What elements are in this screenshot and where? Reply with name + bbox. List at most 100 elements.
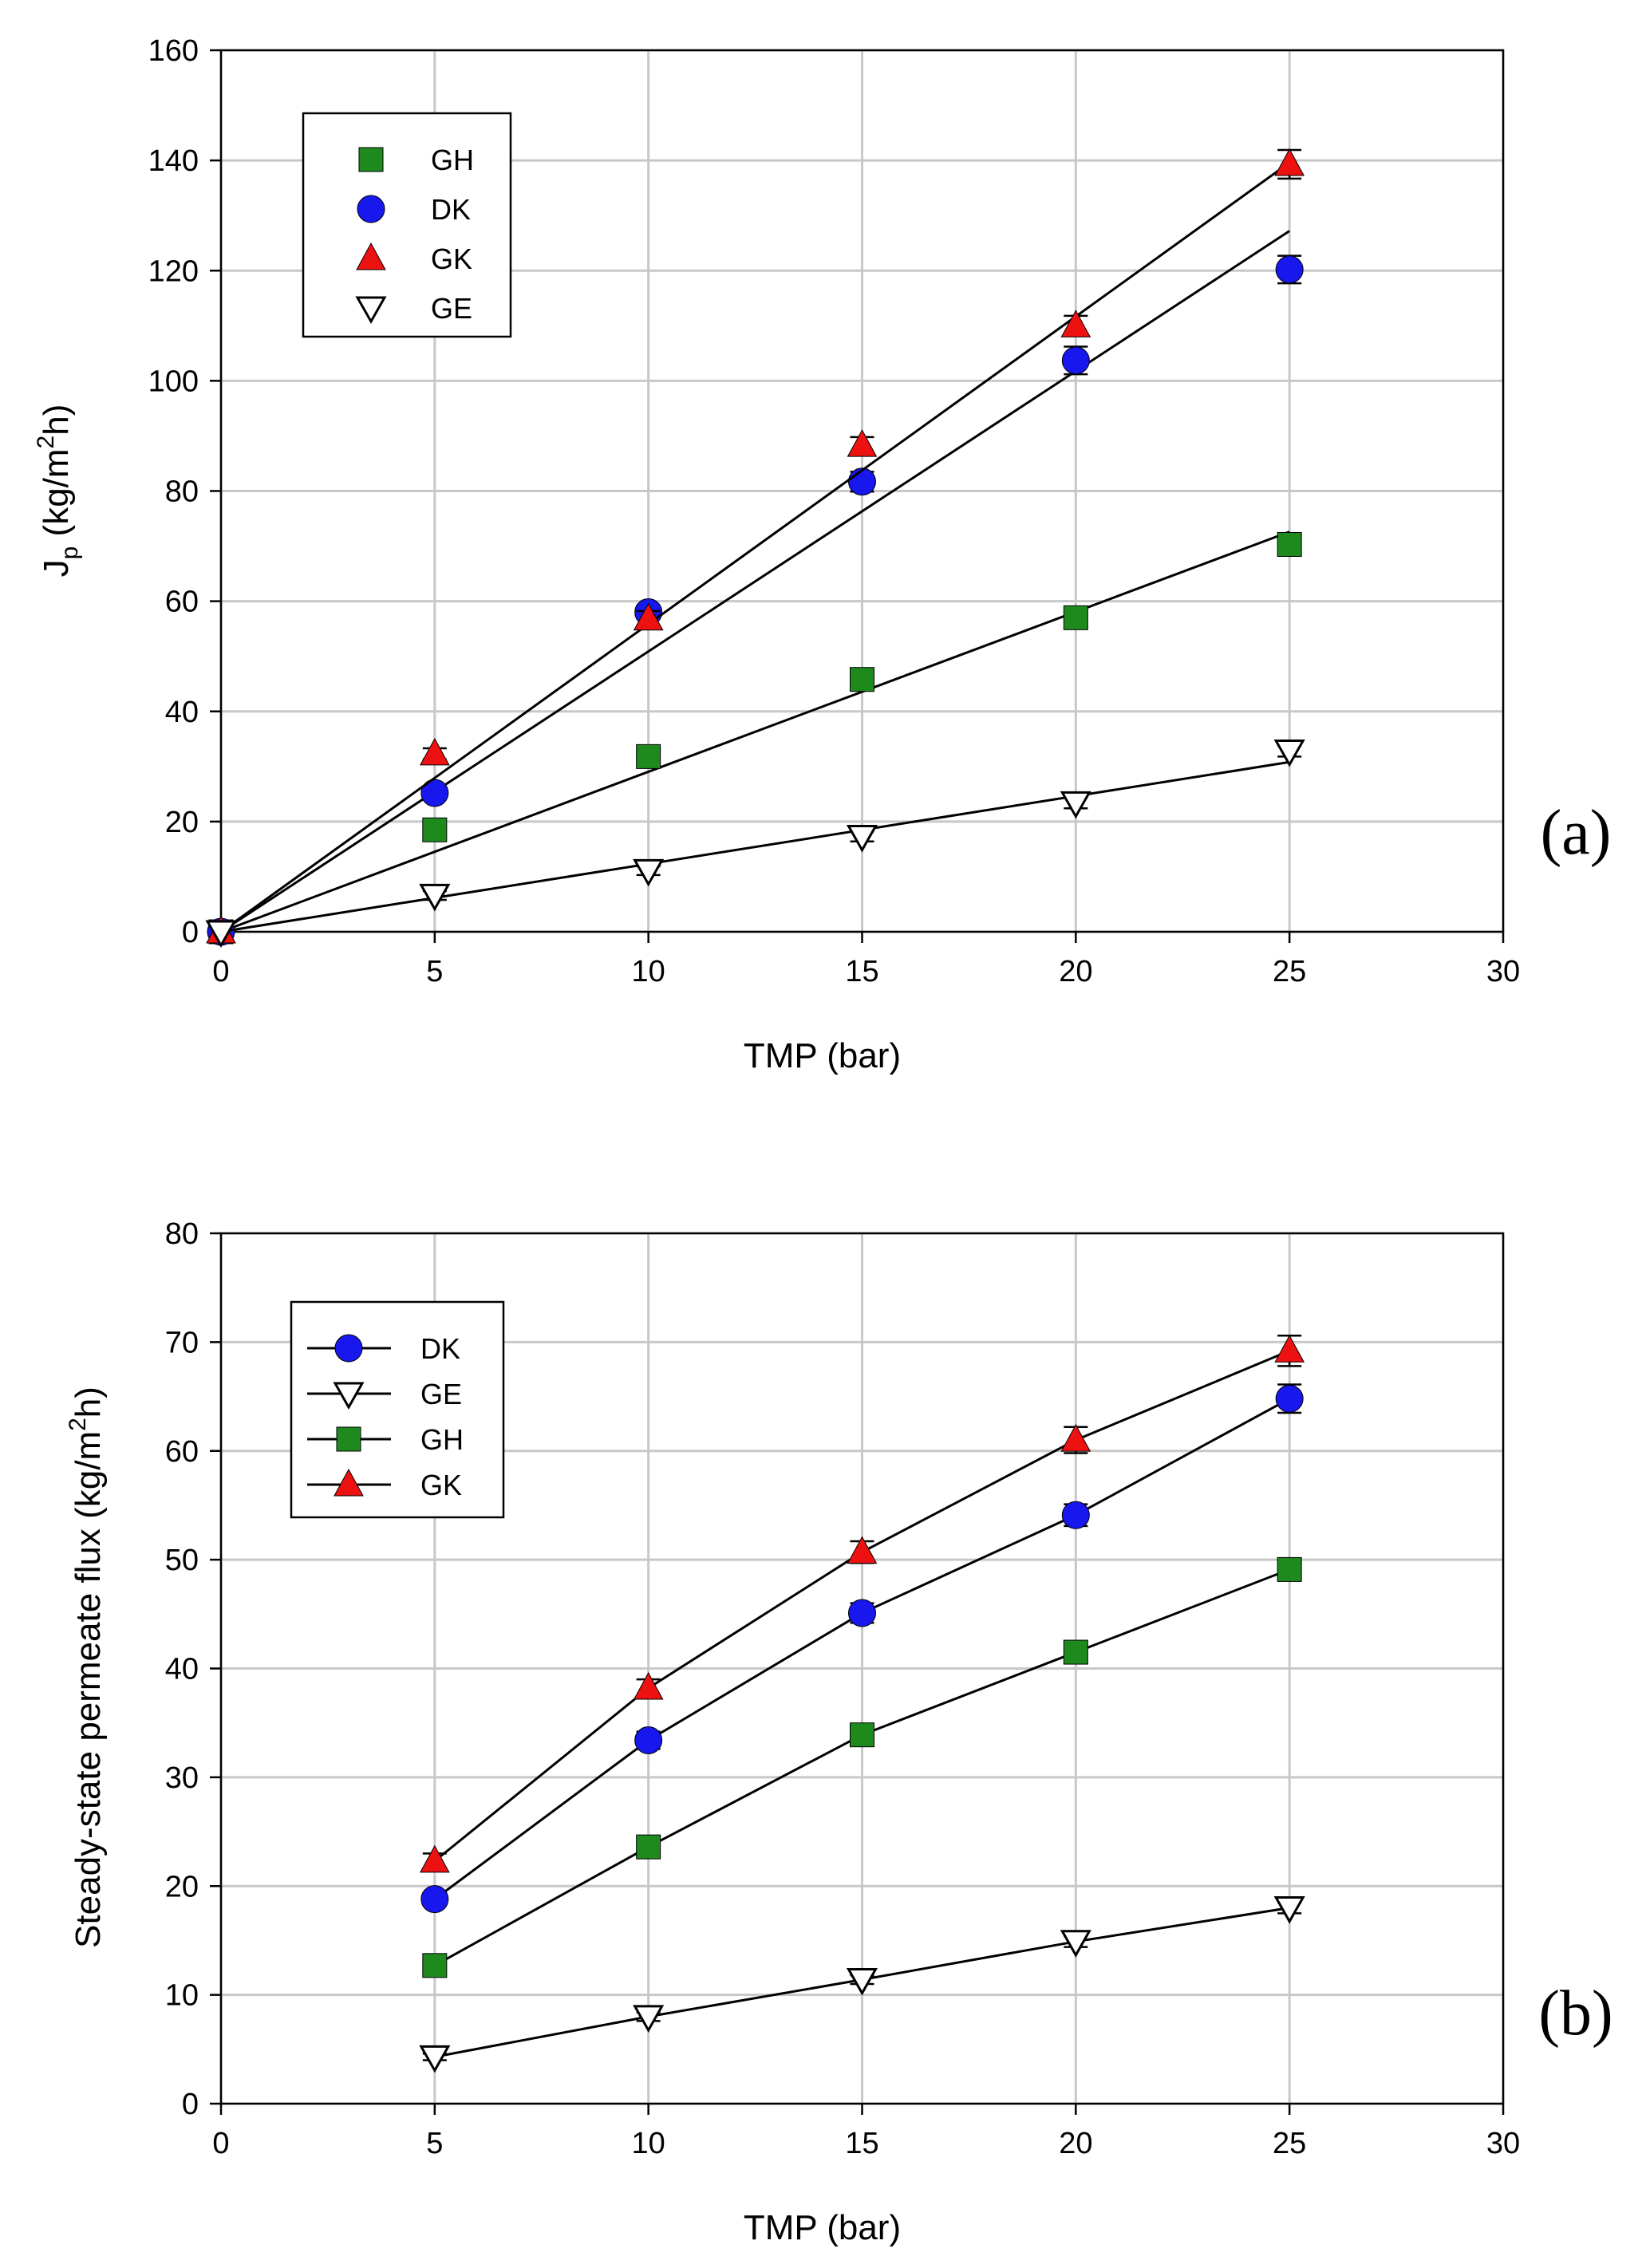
data-point-GK	[847, 429, 878, 457]
data-point-GE	[1060, 1930, 1091, 1958]
legend-label-GH: GH	[420, 1423, 464, 1456]
data-point-DK	[1061, 346, 1090, 375]
y-tick-label: 80	[165, 1217, 199, 1251]
x-tick-label: 25	[1273, 955, 1306, 988]
data-point-DK	[634, 1726, 663, 1755]
legend-marker-GE	[333, 1382, 365, 1410]
x-tick-label: 0	[212, 2127, 229, 2160]
legend-label-GH: GH	[431, 144, 474, 176]
y-tick-label: 120	[148, 254, 199, 288]
fit-line-GE	[220, 760, 1290, 933]
legend: DK GE GH GK	[290, 1300, 505, 1519]
data-point-GE	[846, 825, 878, 853]
fit-line-GK	[220, 161, 1291, 933]
x-tick-label: 15	[845, 955, 878, 988]
legend-marker-DK	[334, 1334, 363, 1363]
chart-panel-a: 0 5 10 15 20 25 30 0 20 40 60 80 100 120 140 160 TMP (ba…	[33, 34, 1611, 1075]
x-tick-label: 20	[1059, 955, 1092, 988]
x-tick-label: 10	[632, 955, 665, 988]
y-title-sub: p	[57, 546, 83, 560]
y-title-unit-end: h)	[37, 404, 76, 436]
data-point-GH	[850, 667, 874, 692]
data-point-GE	[1273, 739, 1305, 767]
data-point-GK	[419, 1844, 450, 1873]
data-point-GK	[1060, 1424, 1091, 1452]
data-point-GE	[1060, 791, 1091, 819]
y-axis-title: Jp (kg/m2h)	[33, 404, 83, 578]
data-point-GE	[205, 920, 237, 949]
y-title-main: Steady-state permeate flux (kg/m	[69, 1431, 108, 1948]
data-point-GH	[636, 1834, 661, 1860]
data-point-DK	[420, 1885, 449, 1914]
series-GH	[208, 531, 1302, 945]
panel-label: (b)	[1538, 1978, 1612, 2049]
data-point-GH	[1277, 531, 1302, 557]
series-GE	[419, 1896, 1305, 2073]
data-point-GH	[1063, 605, 1088, 630]
x-tick-label: 15	[845, 2127, 878, 2160]
y-title-unit: (kg/m	[37, 448, 76, 546]
legend-label-GE: GE	[431, 292, 472, 325]
x-tick-label: 20	[1059, 2127, 1092, 2160]
fit-line-DK	[220, 230, 1290, 933]
y-title-main: J	[37, 559, 76, 577]
x-tick-label: 5	[426, 955, 443, 988]
y-tick-label: 0	[182, 916, 199, 949]
legend-label-GK: GK	[420, 1469, 462, 1501]
series-GK	[206, 148, 1305, 944]
data-point-GH	[422, 817, 448, 842]
y-tick-label: 80	[165, 475, 199, 509]
data-point-GK	[1274, 1335, 1305, 1363]
data-point-GK	[847, 1536, 878, 1564]
data-point-GK	[1060, 310, 1091, 337]
legend-box	[290, 1300, 505, 1519]
legend-marker-GK	[356, 242, 386, 270]
y-tick-label: 60	[165, 586, 199, 619]
y-title-sup: 2	[65, 1418, 91, 1431]
x-tick-label: 10	[632, 2127, 665, 2160]
data-point-DK	[1275, 1384, 1304, 1413]
x-axis-title: TMP (bar)	[744, 1036, 901, 1075]
data-point-GE	[633, 858, 665, 887]
data-point-DK	[848, 1599, 876, 1627]
legend-marker-GE	[355, 296, 387, 325]
fit-line-GH	[220, 531, 1290, 933]
y-tick-label: 60	[165, 1435, 199, 1469]
data-point-GH	[636, 744, 661, 769]
panel-label: (a)	[1541, 798, 1612, 868]
data-point-GE	[1273, 1896, 1305, 1924]
data-point-GK	[419, 737, 450, 766]
y-tick-label: 70	[165, 1326, 199, 1359]
y-tick-label: 160	[148, 34, 199, 68]
x-tick-label: 0	[212, 955, 229, 988]
y-title-unit-end: h)	[69, 1386, 108, 1418]
y-tick-label: 40	[165, 1653, 199, 1686]
data-point-GE	[846, 1968, 878, 1996]
x-tick-label: 25	[1273, 2127, 1306, 2160]
data-point-DK	[1275, 255, 1304, 284]
series-DK	[207, 230, 1304, 946]
x-tick-label: 30	[1486, 2127, 1520, 2160]
series-DK	[420, 1383, 1304, 1914]
legend: GH DK GK GE	[302, 112, 512, 338]
data-point-GK	[633, 602, 664, 631]
data-point-GH	[1063, 1639, 1088, 1665]
data-point-GH	[850, 1722, 874, 1748]
data-point-DK	[848, 467, 876, 496]
x-tick-label: 30	[1486, 955, 1520, 988]
series-GE	[205, 739, 1305, 949]
data-point-GK	[633, 1672, 664, 1700]
legend-label-GE: GE	[420, 1378, 462, 1410]
data-point-GH	[1277, 1556, 1302, 1582]
legend-marker-GH	[358, 147, 384, 172]
y-tick-label: 40	[165, 696, 199, 729]
y-tick-label: 0	[182, 2088, 199, 2121]
legend-label-GK: GK	[431, 243, 472, 275]
legend-label-DK: DK	[420, 1332, 460, 1365]
data-point-GE	[419, 883, 451, 912]
legend-marker-DK	[357, 195, 385, 223]
data-point-GH	[422, 1953, 448, 1978]
y-title-sup: 2	[33, 436, 59, 449]
legend-marker-GH	[336, 1426, 361, 1452]
series-GK	[419, 1334, 1305, 1873]
